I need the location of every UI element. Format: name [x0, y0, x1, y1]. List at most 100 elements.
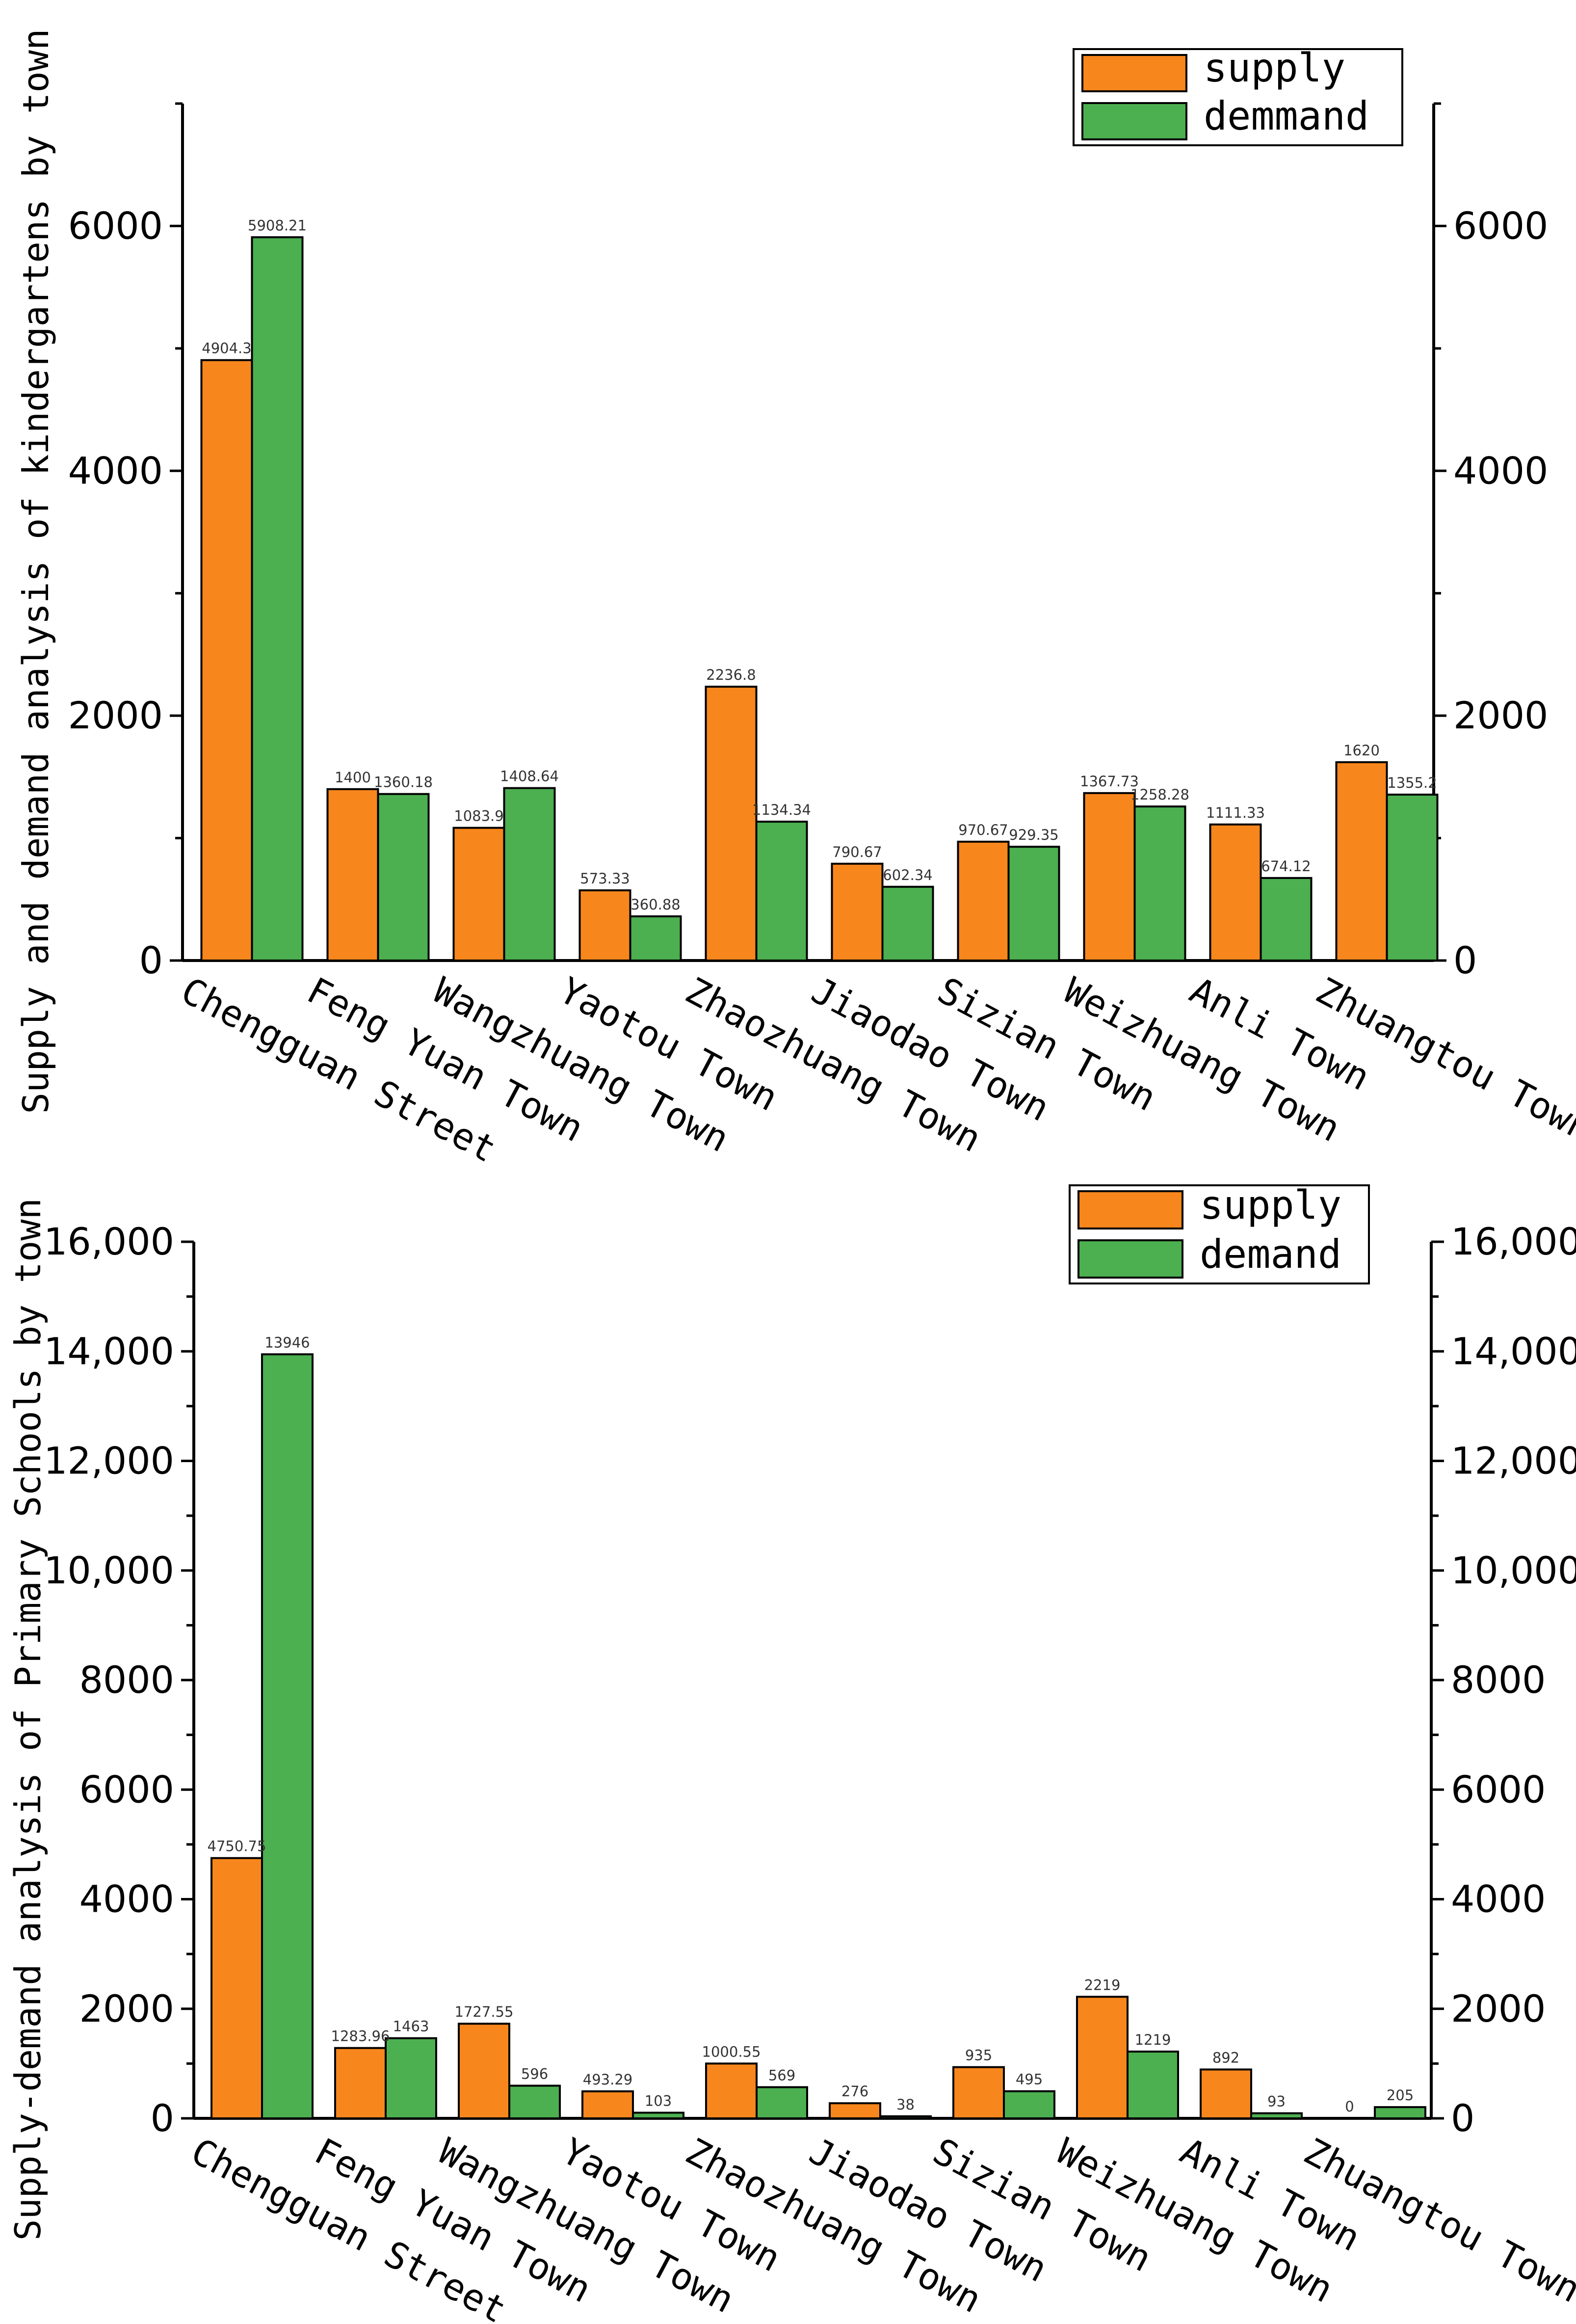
bar-supply	[829, 2102, 881, 2119]
bar-supply	[1083, 792, 1136, 962]
bar-supply	[705, 686, 758, 962]
y-tick-label-right: 2000	[1453, 694, 1548, 737]
y-tick-label-left: 4000	[79, 1877, 174, 1921]
data-label-demand: 1258.28	[1130, 786, 1189, 803]
y-tick-label-left: 8000	[79, 1658, 174, 1702]
y-tick-label-right: 14,000	[1451, 1329, 1576, 1373]
data-label-supply: 1620	[1343, 742, 1380, 759]
data-label-supply: 4904.3	[202, 340, 251, 357]
data-label-supply: 892	[1212, 2049, 1239, 2066]
data-label-demand: 93	[1267, 2093, 1286, 2110]
y-tick-label-left: 10,000	[44, 1549, 174, 1592]
y-tick-label-left: 14,000	[44, 1329, 174, 1373]
y-tick-label-left: 0	[151, 2096, 174, 2140]
data-label-demand: 1355.2	[1387, 775, 1437, 791]
bar-demand	[756, 2086, 808, 2119]
data-label-demand: 1219	[1135, 2031, 1171, 2048]
data-label-demand: 103	[645, 2093, 672, 2110]
bar-demand	[1133, 805, 1186, 962]
bar-supply	[334, 2047, 387, 2119]
data-label-demand: 569	[768, 2067, 795, 2084]
bar-demand	[1374, 2106, 1426, 2119]
bar-supply	[705, 2062, 758, 2119]
data-label-supply: 2219	[1084, 1977, 1121, 1993]
data-label-supply: 1083.9	[454, 808, 503, 825]
bar-supply	[957, 840, 1010, 962]
legend-label-supply: supply	[1200, 1182, 1341, 1228]
y-tick-label-right: 10,000	[1451, 1549, 1576, 1592]
bar-demand	[1260, 877, 1313, 962]
data-label-supply: 1400	[335, 769, 371, 786]
bar-supply	[1200, 2068, 1252, 2120]
bar-supply	[458, 2023, 510, 2119]
bar-demand	[251, 236, 304, 962]
bar-supply	[200, 359, 253, 962]
bar-demand	[377, 793, 430, 962]
legend-swatch-supply	[1077, 1190, 1183, 1229]
y-axis-label: Supply and demand analysis of kindergart…	[15, 29, 56, 1114]
data-label-demand: 495	[1016, 2071, 1043, 2088]
data-label-supply: 4750.75	[208, 1838, 266, 1855]
legend-swatch-demand	[1077, 1239, 1183, 1279]
bar-demand	[1250, 2112, 1303, 2119]
y-tick-label-left: 16,000	[44, 1220, 174, 1263]
y-tick-label-right: 4000	[1451, 1877, 1546, 1921]
data-label-supply: 935	[965, 2047, 992, 2064]
y-tick-label-right: 0	[1453, 938, 1477, 982]
data-label-demand: 602.34	[883, 867, 932, 883]
data-label-supply: 573.33	[580, 870, 630, 887]
bar-demand	[1003, 2090, 1055, 2119]
data-label-supply: 2236.8	[706, 667, 756, 683]
y-tick-label-left: 12,000	[44, 1439, 174, 1483]
data-label-supply: 970.67	[958, 822, 1008, 838]
data-label-demand: 674.12	[1261, 858, 1311, 875]
legend-label-demand: demand	[1200, 1231, 1341, 1277]
bar-supply	[1076, 1996, 1129, 2120]
chart-1: 0 0 2000 2000 4000 4000 6000 6000 Supply and dem…	[15, 29, 1576, 1171]
bar-supply	[1209, 823, 1262, 962]
bar-supply	[831, 862, 884, 962]
y-tick-label-right: 0	[1451, 2096, 1474, 2140]
y-tick-label-right: 16,000	[1451, 1220, 1576, 1263]
y-tick-label-left: 6000	[79, 1767, 174, 1811]
legend-label-supply: supply	[1204, 45, 1345, 91]
data-label-supply: 1367.73	[1080, 773, 1139, 790]
data-label-supply: 493.29	[583, 2071, 632, 2088]
bar-demand	[755, 821, 808, 962]
y-tick-label-right: 2000	[1451, 1987, 1546, 2030]
data-label-demand: 1134.34	[752, 801, 811, 818]
y-tick-label-left: 2000	[79, 1987, 174, 2030]
data-label-demand: 1360.18	[374, 774, 433, 791]
data-label-supply: 1000.55	[702, 2043, 761, 2060]
data-label-demand: 205	[1387, 2087, 1414, 2104]
bar-demand	[503, 787, 556, 962]
data-label-supply: 1283.96	[331, 2028, 390, 2045]
legend-label-demand: demmand	[1204, 93, 1369, 139]
data-label-demand: 1463	[393, 2018, 429, 2035]
data-label-demand: 38	[896, 2096, 915, 2113]
data-label-demand: 596	[521, 2065, 548, 2082]
data-label-demand: 360.88	[630, 896, 680, 913]
data-label-supply: 1727.55	[455, 2003, 514, 2020]
data-label-demand: 5908.21	[248, 217, 307, 234]
bar-demand	[508, 2084, 561, 2120]
bar-supply	[581, 2090, 634, 2120]
data-label-supply: 790.67	[832, 844, 882, 860]
bar-demand	[632, 2111, 684, 2119]
chart-2: 0 0 2000 2000 4000 4000 6000 6000 8000 8000 10,000…	[7, 1182, 1576, 2324]
data-label-supply: 276	[841, 2083, 868, 2100]
bar-supply	[210, 1857, 263, 2119]
data-label-demand: 1408.64	[500, 768, 559, 785]
data-label-supply: 0	[1345, 2098, 1354, 2115]
y-tick-label-left: 0	[139, 938, 163, 982]
bar-demand	[629, 915, 682, 962]
bar-demand	[881, 885, 934, 962]
bar-supply	[326, 788, 379, 962]
bar-supply	[952, 2066, 1005, 2120]
legend-swatch-demand	[1081, 102, 1187, 140]
bar-demand	[261, 1353, 314, 2120]
bar-demand	[1007, 846, 1060, 962]
